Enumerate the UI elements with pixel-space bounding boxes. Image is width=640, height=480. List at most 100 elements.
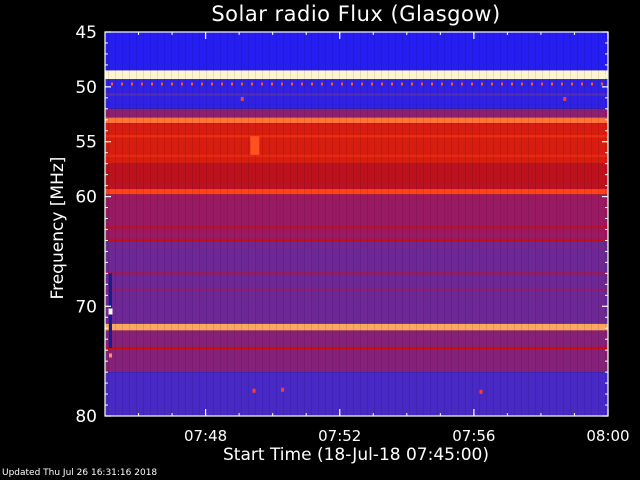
texture-stripe	[227, 32, 228, 416]
texture-stripe	[122, 32, 123, 416]
texture-stripe	[276, 32, 277, 416]
emission-line	[105, 103, 608, 106]
comb-mark	[331, 82, 333, 86]
intensity-band	[105, 123, 608, 164]
comb-mark	[461, 82, 463, 86]
comb-mark	[561, 82, 563, 86]
texture-stripe	[262, 32, 263, 416]
texture-stripe	[290, 32, 291, 416]
texture-stripe	[360, 32, 361, 416]
texture-stripe	[241, 32, 242, 416]
texture-stripe	[549, 32, 550, 416]
texture-stripe	[248, 32, 249, 416]
x-tick-label: 07:52	[318, 427, 361, 445]
texture-stripe	[136, 32, 137, 416]
texture-stripe	[486, 32, 487, 416]
texture-stripe	[430, 32, 431, 416]
texture-stripe	[374, 32, 375, 416]
texture-stripe	[451, 32, 452, 416]
y-tick-label: 45	[75, 23, 97, 43]
texture-stripe	[528, 32, 529, 416]
intensity-band	[105, 188, 608, 195]
comb-mark	[431, 82, 433, 86]
intensity-band	[105, 194, 608, 241]
comb-mark	[251, 82, 253, 86]
texture-stripe	[108, 32, 109, 416]
comb-mark	[451, 82, 453, 86]
texture-stripe	[598, 32, 599, 416]
comb-mark	[301, 82, 303, 86]
texture-stripe	[332, 32, 333, 416]
comb-mark	[441, 82, 443, 86]
emission-line	[105, 93, 608, 96]
texture-stripe	[318, 32, 319, 416]
burst-patch	[250, 136, 260, 155]
x-axis-label: Start Time (18-Jul-18 07:45:00)	[223, 445, 489, 465]
texture-stripe	[185, 32, 186, 416]
y-tick-label: 80	[75, 407, 97, 427]
texture-stripe	[297, 32, 298, 416]
comb-mark	[211, 82, 213, 86]
texture-stripe	[283, 32, 284, 416]
interference-dot	[240, 96, 244, 101]
comb-mark	[371, 82, 373, 86]
emission-line	[105, 226, 608, 229]
comb-mark	[311, 82, 313, 86]
x-tick-label: 07:56	[452, 427, 495, 445]
comb-mark	[231, 82, 233, 86]
texture-stripe	[563, 32, 564, 416]
texture-stripe	[500, 32, 501, 416]
texture-stripe	[192, 32, 193, 416]
chart-title: Solar radio Flux (Glasgow)	[211, 2, 501, 26]
texture-stripe	[353, 32, 354, 416]
comb-mark	[411, 82, 413, 86]
texture-stripe	[157, 32, 158, 416]
texture-stripe	[388, 32, 389, 416]
comb-mark	[181, 82, 183, 86]
comb-mark	[581, 82, 583, 86]
texture-stripe	[556, 32, 557, 416]
comb-mark	[141, 82, 143, 86]
comb-mark	[351, 82, 353, 86]
emission-line	[105, 346, 608, 350]
intensity-band	[105, 330, 608, 373]
emission-line	[105, 154, 608, 158]
y-tick-label: 55	[75, 133, 97, 153]
emission-line	[105, 135, 608, 138]
intensity-band	[105, 32, 608, 71]
texture-stripe	[542, 32, 543, 416]
texture-stripe	[416, 32, 417, 416]
plot-frame	[104, 31, 609, 417]
comb-mark	[421, 82, 423, 86]
comb-mark	[571, 82, 573, 86]
comb-mark	[501, 82, 503, 86]
comb-mark	[601, 82, 603, 86]
intensity-band	[105, 240, 608, 324]
interference-markers	[108, 32, 606, 416]
emission-lines	[105, 93, 608, 350]
texture-stripe	[346, 32, 347, 416]
comb-mark	[341, 82, 343, 86]
texture-stripe	[339, 32, 340, 416]
texture-stripe	[458, 32, 459, 416]
intensity-band	[105, 117, 608, 124]
y-axis-label: Frequency [MHz]	[48, 156, 68, 300]
texture-stripe	[584, 32, 585, 416]
y-tick-label: 70	[75, 297, 97, 317]
texture-stripe	[269, 32, 270, 416]
comb-mark	[401, 82, 403, 86]
texture-stripe	[325, 32, 326, 416]
comb-mark	[551, 82, 553, 86]
comb-mark	[381, 82, 383, 86]
x-tick-label: 07:48	[184, 427, 227, 445]
comb-mark	[281, 82, 283, 86]
texture-stripe	[115, 32, 116, 416]
comb-mark	[471, 82, 473, 86]
comb-mark	[191, 82, 193, 86]
texture-stripe	[577, 32, 578, 416]
texture-stripe	[479, 32, 480, 416]
y-tick-label: 50	[75, 78, 97, 98]
interference-dot	[479, 389, 483, 394]
texture-stripe	[514, 32, 515, 416]
